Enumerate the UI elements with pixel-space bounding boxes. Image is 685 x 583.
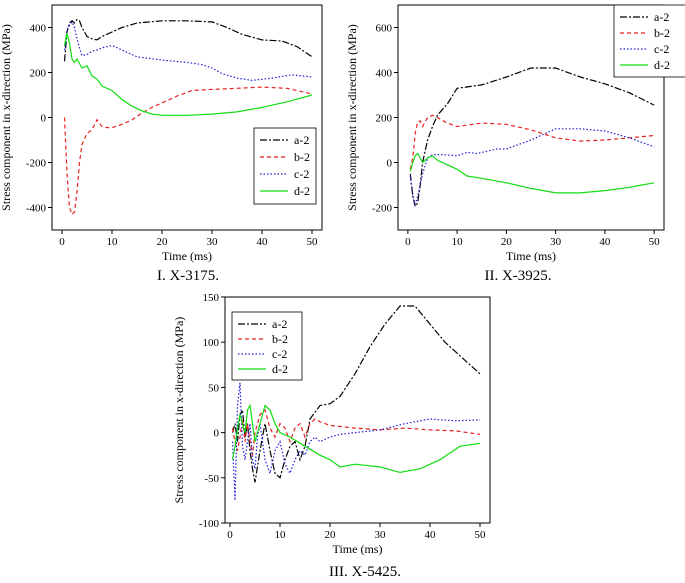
series-line-a-2 (63, 18, 313, 62)
x-axis-label: Time (ms) (162, 249, 212, 263)
legend-label-d-2: d-2 (272, 362, 288, 376)
x-tick-label: 50 (475, 529, 487, 541)
legend-label-d-2: d-2 (294, 184, 310, 198)
x-tick-label: 20 (501, 236, 513, 248)
legend-label-a-2: a-2 (272, 317, 287, 331)
x-tick-label: 30 (550, 236, 562, 248)
x-tick-label: 40 (425, 529, 437, 541)
chart-caption: I. X-3175. (157, 268, 219, 284)
series-line-b-2 (231, 408, 481, 456)
x-tick-label: 50 (649, 236, 661, 248)
x-tick-label: 10 (452, 236, 464, 248)
series-line-d-2 (409, 152, 655, 194)
y-tick-label: -400 (26, 203, 47, 215)
series-line-b-2 (409, 114, 655, 170)
chart-caption: II. X-3925. (484, 268, 551, 284)
y-tick-label: 600 (376, 23, 393, 35)
series-line-c-2 (409, 128, 655, 207)
y-tick-label: -200 (372, 203, 393, 215)
legend-label-c-2: c-2 (272, 347, 287, 361)
series-line-a-2 (409, 67, 655, 208)
y-axis-label: Stress component in x-direction (MPa) (345, 24, 359, 211)
x-tick-label: 20 (325, 529, 337, 541)
chart-panel-3: 0 10 20 30 40 50 -100 -50 0 50 100 150 Time (ms) Stre… (172, 292, 491, 580)
plot-frame (224, 296, 491, 524)
y-tick-label: 400 (30, 23, 47, 35)
y-tick-label: 0 (214, 428, 220, 440)
y-tick-label: 200 (30, 68, 47, 80)
y-tick-label: 0 (387, 158, 393, 170)
series-line-d-2 (231, 403, 481, 474)
chart-caption: III. X-5425. (329, 564, 401, 580)
x-tick-label: 40 (257, 236, 269, 248)
legend-label-a-2: a-2 (654, 10, 669, 24)
x-axis-label: Time (ms) (333, 542, 383, 556)
x-tick-label: 0 (227, 529, 233, 541)
y-axis-label: Stress component in x-direction (MPa) (0, 24, 13, 211)
legend-label-c-2: c-2 (654, 42, 669, 56)
legend-label-b-2: b-2 (654, 26, 670, 40)
x-tick-label: 30 (207, 236, 219, 248)
x-tick-label: 0 (59, 236, 65, 248)
x-tick-label: 0 (405, 236, 411, 248)
y-tick-label: 0 (41, 113, 47, 125)
y-axis-label: Stress component in x-direction (MPa) (172, 317, 186, 504)
y-tick-label: -50 (204, 473, 219, 485)
y-tick-label: 400 (376, 68, 393, 80)
legend-label-d-2: d-2 (654, 58, 670, 72)
x-tick-label: 50 (307, 236, 319, 248)
legend-label-a-2: a-2 (294, 133, 309, 147)
x-tick-label: 20 (157, 236, 169, 248)
legend-label-c-2: c-2 (294, 167, 309, 181)
legend-box (613, 4, 685, 78)
y-tick-label: -200 (26, 158, 47, 170)
legend-box (231, 311, 303, 381)
y-tick-label: 100 (203, 337, 220, 349)
y-tick-label: 200 (376, 113, 393, 125)
x-tick-label: 10 (275, 529, 287, 541)
series-line-c-2 (63, 20, 313, 82)
x-tick-label: 40 (599, 236, 611, 248)
y-tick-label: 50 (208, 382, 220, 394)
series-line-c-2 (231, 382, 481, 501)
legend-label-b-2: b-2 (272, 332, 288, 346)
chart-panel-1: 0 10 20 30 40 50 -400 -200 0 200 400 Time (ms) Stres… (0, 4, 323, 284)
y-tick-label: 150 (203, 292, 220, 304)
chart-panel-2: 0 10 20 30 40 50 -200 0 200 400 600 Time (ms) Stress… (345, 4, 685, 284)
x-axis-label: Time (ms) (506, 249, 556, 263)
x-tick-label: 10 (107, 236, 119, 248)
legend-label-b-2: b-2 (294, 150, 310, 164)
x-tick-label: 30 (375, 529, 387, 541)
series-line-d-2 (63, 32, 313, 116)
y-tick-label: -100 (199, 518, 220, 530)
